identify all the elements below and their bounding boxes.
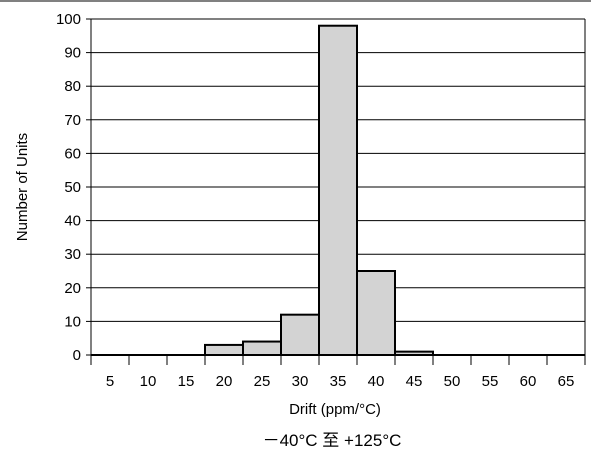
x-tick-label: 15 bbox=[178, 373, 195, 390]
x-tick-label: 25 bbox=[254, 373, 271, 390]
y-tick-label: 20 bbox=[64, 280, 81, 297]
x-axis-title: Drift (ppm/°C) bbox=[289, 401, 381, 418]
bar-35 bbox=[318, 24, 358, 356]
x-tick-label: 30 bbox=[292, 373, 309, 390]
y-tick-label: 0 bbox=[73, 347, 81, 364]
y-axis-title: Number of Units bbox=[14, 133, 31, 241]
bar-20 bbox=[204, 343, 244, 357]
x-tick-label: 10 bbox=[140, 373, 157, 390]
y-tick-label: 30 bbox=[64, 246, 81, 263]
y-tick-label: 40 bbox=[64, 213, 81, 230]
x-tick-label: 55 bbox=[482, 373, 499, 390]
x-tick-label: 50 bbox=[444, 373, 461, 390]
y-tick-label: 70 bbox=[64, 112, 81, 129]
y-tick-label: 90 bbox=[64, 45, 81, 62]
chart-caption: －40°C 至 +125°C bbox=[263, 431, 402, 450]
x-tick-label: 60 bbox=[520, 373, 537, 390]
bar-40 bbox=[356, 270, 396, 356]
x-tick-label: 5 bbox=[106, 373, 114, 390]
x-tick-label: 65 bbox=[558, 373, 575, 390]
bar-30 bbox=[280, 313, 320, 356]
y-tick-label: 100 bbox=[56, 11, 81, 28]
x-tick-label: 20 bbox=[216, 373, 233, 390]
bars bbox=[204, 24, 434, 357]
x-tick-label: 40 bbox=[368, 373, 385, 390]
x-tick-labels: 5 10 15 20 25 30 35 40 45 50 55 60 65 bbox=[90, 355, 586, 390]
x-tick-label: 45 bbox=[406, 373, 423, 390]
bar-25 bbox=[242, 340, 282, 356]
x-tick-label: 35 bbox=[330, 373, 347, 390]
y-tick-label: 60 bbox=[64, 145, 81, 162]
y-tick-labels: 0 10 20 30 40 50 60 70 80 90 100 bbox=[56, 11, 91, 364]
y-tick-label: 50 bbox=[64, 179, 81, 196]
y-tick-label: 10 bbox=[64, 313, 81, 330]
y-tick-label: 80 bbox=[64, 78, 81, 95]
